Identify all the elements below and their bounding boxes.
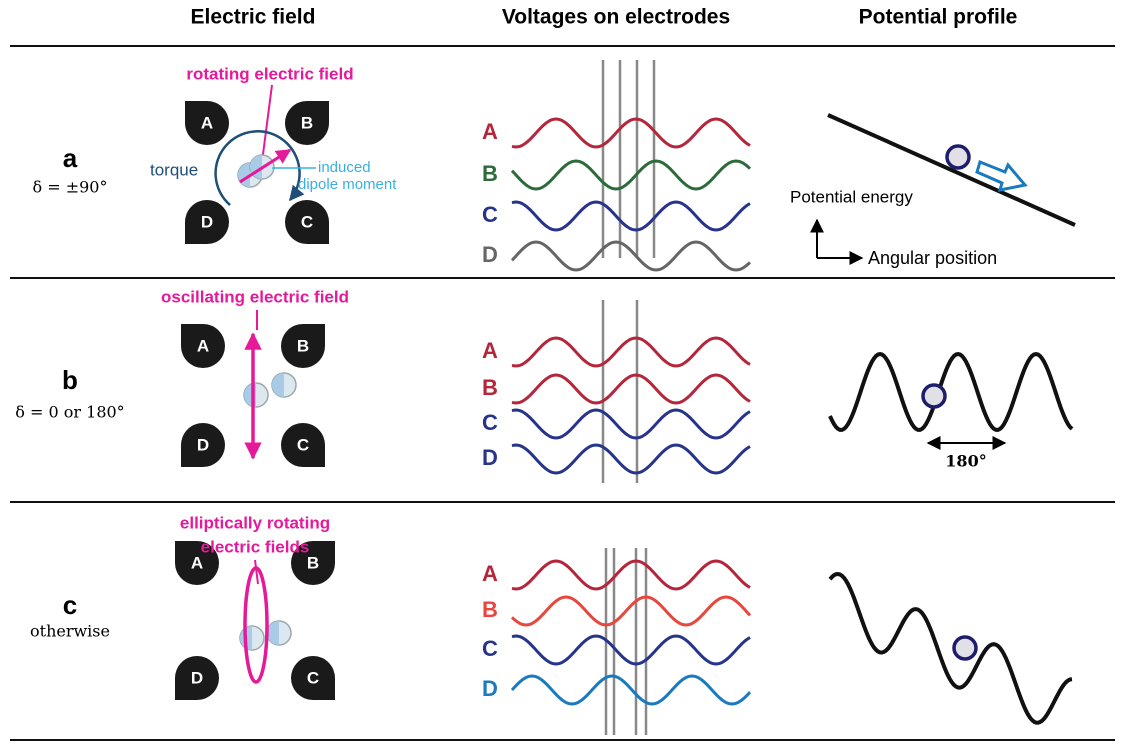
potential-wave <box>828 571 1073 725</box>
torque-label: torque <box>150 160 198 179</box>
electrode-tip <box>313 541 335 563</box>
electrode-tip <box>307 222 329 244</box>
voltage-wave <box>511 634 751 666</box>
wave-letter: B <box>482 161 498 186</box>
dipole-label: dipole moment <box>298 176 397 193</box>
dipole-half <box>267 621 279 645</box>
voltage-wave <box>511 408 751 440</box>
voltage-wave <box>510 595 752 627</box>
wave-letter: C <box>482 202 498 227</box>
header: Voltages on electrodes <box>502 6 730 29</box>
spacing-label: 180° <box>945 452 986 471</box>
dipole-label: induced <box>318 159 371 176</box>
electrode-tip <box>303 445 325 467</box>
electrode-tip <box>185 101 207 123</box>
field-vector <box>239 148 292 184</box>
electrode-letter: B <box>297 336 309 355</box>
electrode-letter: C <box>301 212 313 231</box>
rules <box>10 45 1115 741</box>
wave-letter: D <box>482 445 498 470</box>
particle <box>945 144 971 170</box>
field-pointer <box>261 84 273 163</box>
wave-letter: D <box>482 242 498 267</box>
electrode-tip <box>185 222 207 244</box>
electrode-letter: B <box>307 553 319 572</box>
row-condition: δ = 0 or 180° <box>15 403 124 422</box>
electrode-letter: C <box>297 435 309 454</box>
header: Potential profile <box>859 6 1018 29</box>
electrode-letter: B <box>301 113 313 132</box>
wave-letter: D <box>482 676 498 701</box>
wave-letter: B <box>482 597 498 622</box>
electrode-letter: A <box>191 553 203 572</box>
wave-letter: B <box>482 375 498 400</box>
electrode-tip <box>307 101 329 123</box>
particle <box>921 383 947 409</box>
electrode-letter: C <box>307 668 319 687</box>
wave-letter: C <box>482 410 498 435</box>
voltage-wave <box>511 559 751 591</box>
voltage-wave <box>511 117 751 149</box>
potential-wave <box>828 351 1074 432</box>
potential-slope <box>827 113 1076 227</box>
voltage-wave <box>510 159 752 191</box>
row-condition: δ = ±90° <box>33 178 108 197</box>
electrode-tip <box>181 445 203 467</box>
field-pointer <box>254 559 259 585</box>
row-label: c <box>63 590 77 620</box>
field-label: electric fields <box>201 537 310 556</box>
wave-letter: A <box>482 561 498 586</box>
motion-arrow <box>975 159 1028 192</box>
wave-letter: C <box>482 636 498 661</box>
wave-letter: A <box>482 338 498 363</box>
dipole-half <box>272 373 284 397</box>
row-label: a <box>63 143 78 173</box>
axis-label: Angular position <box>868 248 997 268</box>
electrode-tip <box>313 678 335 700</box>
electrode-tip <box>303 324 325 346</box>
electrode-tip <box>175 541 197 563</box>
field-label: rotating electric field <box>186 64 353 83</box>
field-label: oscillating electric field <box>161 287 349 306</box>
electrode-tip <box>181 324 203 346</box>
row-label: b <box>62 365 78 395</box>
electrode-letter: D <box>197 435 209 454</box>
axis-label: Potential energy <box>790 187 913 206</box>
electrode-letter: A <box>197 336 209 355</box>
voltage-wave <box>510 240 752 272</box>
particle <box>952 635 978 661</box>
electrode-letter: D <box>201 212 213 231</box>
voltage-wave <box>511 373 751 405</box>
wave-letter: A <box>482 119 498 144</box>
voltage-wave <box>511 336 751 368</box>
header: Electric field <box>191 6 316 29</box>
row-condition: otherwise <box>30 622 110 641</box>
electrode-tip <box>175 678 197 700</box>
field-ellipse <box>243 566 269 684</box>
field-label: elliptically rotating <box>180 513 330 532</box>
voltage-wave <box>510 674 752 706</box>
torque-arc <box>214 130 305 206</box>
electrode-letter: A <box>201 113 213 132</box>
electrode-letter: D <box>191 668 203 687</box>
voltage-wave <box>511 443 751 475</box>
voltage-wave <box>511 200 751 232</box>
